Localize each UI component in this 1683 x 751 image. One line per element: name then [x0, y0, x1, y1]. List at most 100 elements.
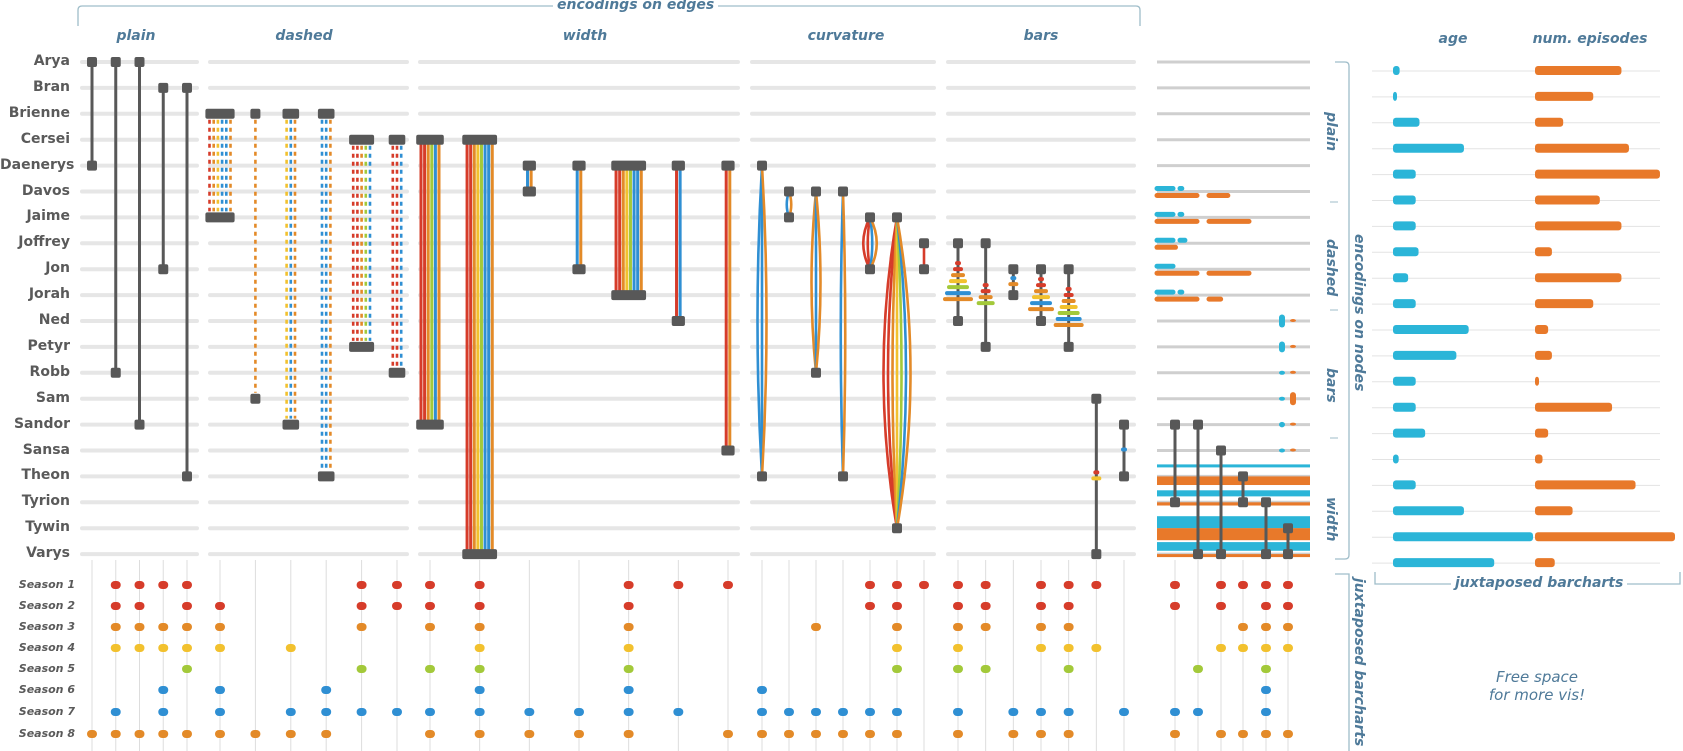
- season-mark: [757, 686, 767, 694]
- edge-end-node: [317, 108, 335, 119]
- hyperedge-season-bar: [953, 267, 963, 272]
- edge-end-node: [1170, 419, 1180, 430]
- hyperedge-season-bar: [1038, 277, 1044, 282]
- season-mark: [1216, 730, 1226, 738]
- edge-end-node: [953, 238, 963, 249]
- bottom-juxtaposed-label: juxtaposed barcharts: [1351, 574, 1367, 751]
- hyperedge-curve-strand: [841, 191, 847, 477]
- season-mark: [158, 581, 169, 589]
- season-mark: [392, 581, 402, 589]
- character-label: Davos: [21, 182, 70, 199]
- season-mark: [919, 581, 929, 589]
- edge-end-node: [721, 160, 735, 171]
- edge-end-node: [892, 212, 902, 223]
- season-mark: [134, 623, 145, 631]
- season-mark: [953, 623, 963, 631]
- episodes-bar: [1535, 350, 1552, 360]
- node-bar-age: [1279, 341, 1285, 353]
- edge-end-node: [757, 471, 767, 482]
- season-mark: [1261, 708, 1271, 716]
- season-mark: [1170, 581, 1180, 589]
- season-mark: [356, 581, 367, 589]
- season-mark: [892, 581, 902, 589]
- edge-end-node: [134, 57, 145, 67]
- season-label: Season 6: [18, 683, 75, 696]
- season-mark: [1036, 623, 1046, 631]
- edge-end-node: [721, 445, 735, 456]
- edge-end-node: [611, 290, 647, 301]
- season-mark: [215, 644, 225, 652]
- character-label: Robb: [29, 363, 70, 380]
- edge-end-node: [1283, 523, 1293, 534]
- character-label: Arya: [33, 53, 70, 69]
- season-mark: [574, 730, 584, 738]
- edge-end-node: [1091, 549, 1102, 560]
- edge-end-node: [671, 316, 685, 326]
- edge-end-node: [1238, 497, 1248, 508]
- hyperedge-season-bar: [1059, 305, 1078, 310]
- season-mark: [953, 644, 963, 652]
- hyperedge-curve-strand: [839, 191, 845, 477]
- edge-end-node: [462, 549, 498, 560]
- season-mark: [215, 730, 225, 738]
- age-bar: [1393, 402, 1416, 412]
- edge-end-node: [1261, 549, 1271, 560]
- season-mark: [285, 730, 296, 738]
- season-mark: [1063, 623, 1074, 631]
- episodes-bar: [1535, 117, 1564, 127]
- edge-end-node: [110, 367, 121, 378]
- season-mark: [623, 686, 634, 694]
- age-bar: [1393, 428, 1426, 438]
- free-space-line-1: Free space: [1495, 668, 1579, 686]
- age-bar: [1393, 558, 1495, 568]
- season-mark: [134, 581, 145, 589]
- node-width-episodes: [1157, 554, 1310, 558]
- season-mark: [1261, 644, 1271, 652]
- edge-end-node: [1036, 264, 1046, 275]
- season-mark: [182, 644, 192, 652]
- season-mark: [215, 708, 225, 716]
- age-bar: [1393, 117, 1420, 127]
- hyperedge-curve-strand: [756, 165, 764, 477]
- hyperedge-season-bar: [1010, 276, 1017, 281]
- age-bar: [1393, 532, 1533, 542]
- character-label: Jaime: [26, 208, 70, 225]
- season-mark: [953, 581, 963, 589]
- edge-end-node: [838, 186, 848, 197]
- season-mark: [1238, 730, 1248, 738]
- hyperedge-season-bar: [1057, 311, 1080, 316]
- edge-end-node: [1238, 471, 1248, 482]
- hyperedge-season-bar: [943, 297, 973, 302]
- edge-end-node: [919, 264, 929, 275]
- edge-end-node: [811, 367, 821, 378]
- season-mark: [1063, 644, 1074, 652]
- hyperedge-season-bar: [976, 301, 995, 306]
- character-label: Tywin: [25, 519, 70, 536]
- season-mark: [110, 602, 121, 610]
- season-mark: [1193, 708, 1203, 716]
- season-mark: [425, 623, 435, 631]
- season-mark: [623, 623, 634, 631]
- season-mark: [110, 730, 121, 738]
- season-mark: [980, 665, 991, 673]
- season-mark: [980, 581, 991, 589]
- season-mark: [623, 581, 634, 589]
- season-mark: [1008, 708, 1019, 716]
- edge-end-node: [838, 471, 848, 482]
- node-encodings: [1154, 186, 1310, 558]
- season-label: Season 4: [18, 641, 75, 654]
- hyperedge-curve-strand: [760, 165, 768, 477]
- edge-end-node: [416, 134, 444, 145]
- season-mark: [623, 708, 634, 716]
- character-label: Jon: [45, 260, 70, 277]
- season-mark: [321, 708, 332, 716]
- season-mark: [838, 708, 848, 716]
- edge-end-node: [1119, 419, 1129, 430]
- season-mark: [474, 644, 485, 652]
- season-mark: [892, 602, 902, 610]
- edge-end-node: [349, 341, 375, 352]
- episodes-bar: [1535, 169, 1660, 179]
- age-bar: [1393, 169, 1416, 179]
- edge-end-node: [1261, 497, 1271, 508]
- season-mark: [134, 644, 145, 652]
